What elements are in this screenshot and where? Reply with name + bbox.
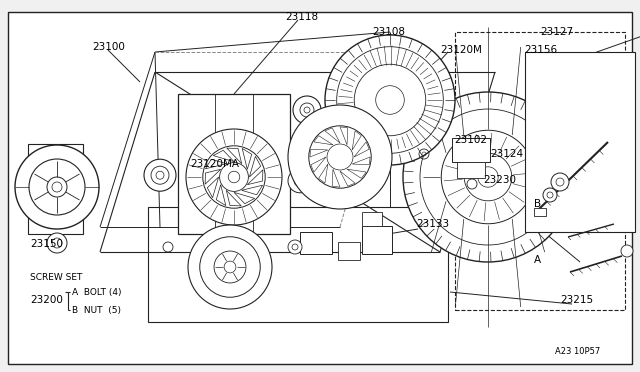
Text: A: A [534, 255, 541, 265]
Bar [362, 212, 382, 226]
Circle shape [310, 187, 326, 203]
Polygon shape [325, 128, 340, 143]
Bar [28, 144, 83, 234]
Circle shape [403, 92, 573, 262]
Bar [457, 162, 485, 178]
Text: 23150: 23150 [30, 239, 63, 249]
Bar [300, 232, 332, 254]
Text: 23127: 23127 [540, 27, 573, 37]
Bar [338, 242, 360, 260]
Bar [148, 207, 448, 322]
Polygon shape [205, 159, 227, 169]
Text: 23118: 23118 [285, 12, 318, 22]
Polygon shape [340, 127, 348, 145]
Text: B  NUT  (5): B NUT (5) [72, 305, 121, 314]
Circle shape [220, 163, 248, 192]
Text: 23120M: 23120M [440, 45, 482, 55]
Text: 23200: 23200 [30, 295, 63, 305]
Circle shape [327, 144, 353, 170]
Circle shape [15, 145, 99, 229]
Polygon shape [314, 136, 333, 145]
Circle shape [288, 240, 302, 254]
Text: 23124: 23124 [490, 149, 523, 159]
Polygon shape [242, 148, 252, 169]
Text: 23133: 23133 [416, 219, 449, 229]
Bar [452, 138, 490, 162]
Circle shape [214, 251, 246, 283]
Circle shape [543, 188, 557, 202]
Circle shape [47, 233, 67, 253]
Polygon shape [247, 170, 263, 185]
Polygon shape [347, 169, 366, 178]
Polygon shape [332, 169, 340, 187]
Text: 23108: 23108 [372, 27, 405, 37]
Text: 23102: 23102 [454, 135, 487, 145]
Polygon shape [234, 192, 255, 204]
Polygon shape [352, 131, 362, 150]
Text: 23100: 23100 [92, 42, 125, 52]
Circle shape [288, 105, 392, 209]
Circle shape [293, 96, 321, 124]
Circle shape [467, 179, 477, 189]
Polygon shape [340, 171, 355, 186]
Text: 23156: 23156 [524, 45, 557, 55]
Text: 23230: 23230 [483, 175, 516, 185]
Bar [455, 32, 625, 310]
Polygon shape [205, 169, 221, 184]
Circle shape [288, 169, 312, 193]
Bar [178, 94, 290, 234]
Polygon shape [311, 157, 326, 172]
Polygon shape [213, 150, 234, 162]
Polygon shape [216, 185, 226, 206]
Polygon shape [207, 177, 219, 198]
Polygon shape [242, 185, 262, 195]
Polygon shape [354, 142, 369, 157]
Circle shape [188, 225, 272, 309]
Circle shape [144, 159, 176, 191]
Polygon shape [227, 148, 242, 164]
Text: 23120MA: 23120MA [190, 159, 239, 169]
Polygon shape [250, 156, 260, 177]
Polygon shape [310, 149, 328, 157]
Text: A23 10P57: A23 10P57 [555, 347, 600, 356]
Bar [534, 208, 546, 216]
Text: B: B [534, 199, 541, 209]
Bar [362, 226, 392, 254]
Text: A  BOLT (4): A BOLT (4) [72, 288, 122, 296]
Circle shape [551, 173, 569, 191]
Polygon shape [319, 164, 328, 183]
Bar [525, 52, 635, 232]
Circle shape [325, 35, 455, 165]
Text: 23215: 23215 [560, 295, 593, 305]
Polygon shape [352, 157, 370, 165]
Text: SCREW SET: SCREW SET [30, 273, 83, 282]
Circle shape [621, 245, 633, 257]
Circle shape [186, 129, 282, 225]
Circle shape [47, 177, 67, 197]
Polygon shape [227, 190, 241, 206]
